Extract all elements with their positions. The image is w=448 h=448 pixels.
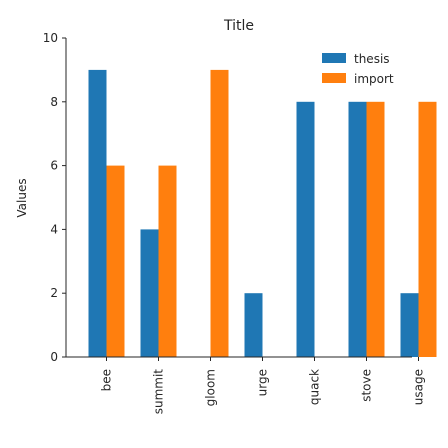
y-axis: 0 2 4 6 8 10 <box>43 31 67 364</box>
legend-swatch-thesis <box>322 53 346 63</box>
x-axis: bee summit gloom urge quack stove usage <box>66 356 426 415</box>
bar-thesis-stove <box>348 101 367 357</box>
bar-import-bee <box>106 165 125 357</box>
bar-import-usage <box>418 101 437 357</box>
bar-thesis-summit <box>140 229 159 357</box>
bars-group <box>88 69 437 358</box>
x-tick-label-summit: summit <box>152 369 166 415</box>
x-tick-label-usage: usage <box>412 369 426 405</box>
chart-title: Title <box>223 18 254 34</box>
y-tick-label: 0 <box>50 350 58 364</box>
bar-import-gloom <box>210 69 229 358</box>
bar-thesis-usage <box>400 293 419 357</box>
legend-label-thesis: thesis <box>354 52 390 66</box>
y-axis-label: Values <box>15 178 29 217</box>
bar-import-stove <box>366 101 385 357</box>
x-tick-label-urge: urge <box>256 369 270 396</box>
legend: thesis import <box>322 52 394 86</box>
x-tick-label-stove: stove <box>360 369 374 402</box>
bar-thesis-bee <box>88 69 107 358</box>
x-tick-label-gloom: gloom <box>204 369 218 406</box>
x-tick-label-quack: quack <box>308 369 322 405</box>
legend-swatch-import <box>322 73 346 83</box>
bar-thesis-quack <box>296 101 315 357</box>
y-tick-label: 8 <box>50 95 58 109</box>
y-tick-label: 4 <box>50 222 58 236</box>
legend-label-import: import <box>354 72 394 86</box>
x-tick-label-bee: bee <box>100 369 114 391</box>
bar-import-summit <box>158 165 177 357</box>
y-tick-label: 2 <box>50 286 58 300</box>
y-tick-label: 10 <box>43 31 58 45</box>
bar-thesis-urge <box>244 293 263 357</box>
y-tick-label: 6 <box>50 159 58 173</box>
